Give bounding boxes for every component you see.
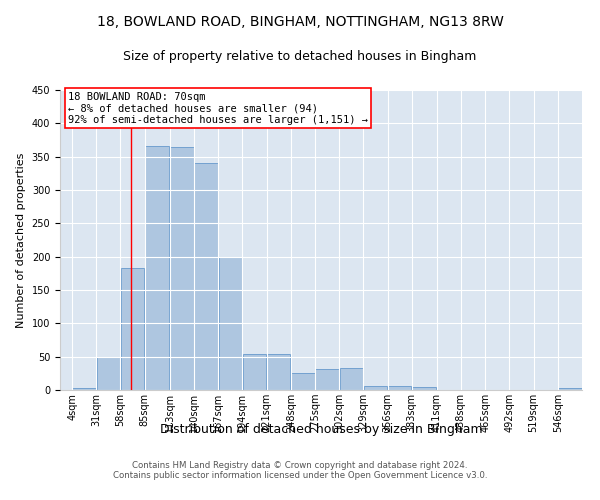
Text: Size of property relative to detached houses in Bingham: Size of property relative to detached ho…	[124, 50, 476, 63]
Bar	[340, 368, 363, 390]
Text: 18, BOWLAND ROAD, BINGHAM, NOTTINGHAM, NG13 8RW: 18, BOWLAND ROAD, BINGHAM, NOTTINGHAM, N…	[97, 15, 503, 29]
Bar	[73, 388, 96, 390]
Bar	[412, 388, 436, 390]
Bar	[291, 372, 314, 390]
Bar	[194, 164, 218, 390]
Bar	[316, 368, 339, 390]
Y-axis label: Number of detached properties: Number of detached properties	[16, 152, 26, 328]
Bar	[170, 146, 194, 390]
Text: Distribution of detached houses by size in Bingham: Distribution of detached houses by size …	[160, 422, 482, 436]
Bar	[388, 386, 412, 390]
Bar	[97, 356, 120, 390]
Bar	[364, 386, 387, 390]
Bar	[267, 354, 290, 390]
Text: 18 BOWLAND ROAD: 70sqm
← 8% of detached houses are smaller (94)
92% of semi-deta: 18 BOWLAND ROAD: 70sqm ← 8% of detached …	[68, 92, 368, 124]
Bar	[121, 268, 145, 390]
Bar	[218, 258, 242, 390]
Bar	[243, 354, 266, 390]
Bar	[558, 388, 581, 390]
Bar	[145, 146, 169, 390]
Text: Contains HM Land Registry data © Crown copyright and database right 2024.
Contai: Contains HM Land Registry data © Crown c…	[113, 460, 487, 480]
